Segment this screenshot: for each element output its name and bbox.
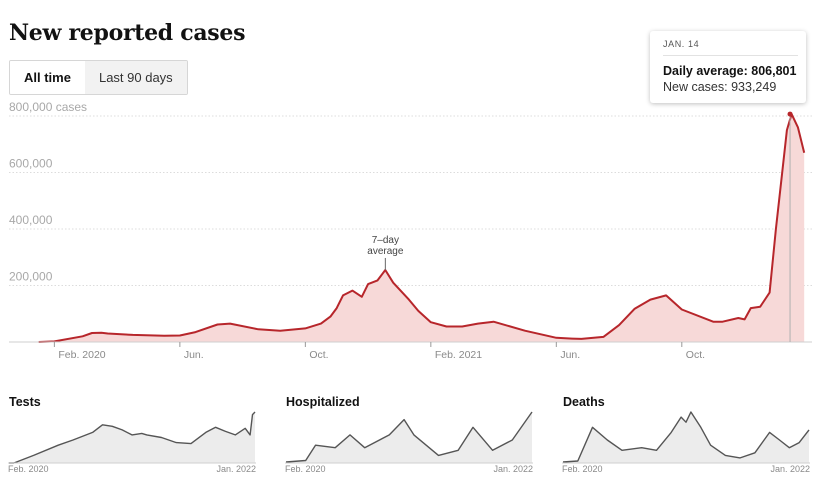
tooltip-daily-average: Daily average: 806,801: [663, 64, 798, 78]
tooltip-new-cases: New cases: 933,249: [663, 80, 798, 94]
range-toggle: All time Last 90 days: [9, 60, 188, 95]
mini-start-label: Feb. 2020: [562, 464, 603, 474]
mini-area: [9, 412, 255, 463]
x-tick-label: Feb. 2021: [435, 349, 482, 361]
mini-end-label: Jan. 2022: [216, 464, 256, 474]
tooltip-daily-average-value: 806,801: [751, 64, 797, 78]
tests-title: Tests: [9, 395, 41, 409]
tests-mini-chart[interactable]: Feb. 2020 Jan. 2022: [8, 408, 260, 478]
tooltip-new-cases-label: New cases:: [663, 80, 728, 94]
last-90-days-button[interactable]: Last 90 days: [84, 61, 187, 94]
deaths-mini-chart[interactable]: Feb. 2020 Jan. 2022: [562, 408, 814, 478]
y-tick-label: 200,000: [9, 270, 53, 284]
hover-point: [787, 111, 793, 117]
y-tick-label: 800,000 cases: [9, 100, 87, 114]
x-tick-label: Oct.: [686, 349, 705, 361]
cases-line: [38, 113, 806, 343]
tooltip: JAN. 14 Daily average: 806,801 New cases…: [650, 31, 806, 103]
y-tick-label: 400,000: [9, 213, 53, 227]
mini-line: [9, 411, 256, 464]
annotation-line1: 7–day: [372, 235, 399, 246]
x-tick-label: Jun.: [184, 349, 204, 361]
tooltip-daily-average-label: Daily average:: [663, 64, 748, 78]
mini-line: [562, 411, 810, 463]
main-cases-chart[interactable]: 200,000 400,000 600,000 800,000 cases Feb. 2…: [0, 100, 817, 370]
x-tick-label: Jun.: [560, 349, 580, 361]
mini-start-label: Feb. 2020: [285, 464, 326, 474]
deaths-title: Deaths: [563, 395, 605, 409]
mini-end-label: Jan. 2022: [770, 464, 810, 474]
mini-area: [286, 412, 532, 463]
mini-end-label: Jan. 2022: [493, 464, 533, 474]
all-time-button[interactable]: All time: [10, 61, 85, 94]
annotation-line2: average: [367, 246, 404, 257]
tooltip-new-cases-value: 933,249: [731, 80, 777, 94]
cases-area: [38, 114, 805, 342]
hospitalized-mini-chart[interactable]: Feb. 2020 Jan. 2022: [285, 408, 537, 478]
x-tick-label: Feb. 2020: [58, 349, 105, 361]
x-tick-label: Oct.: [309, 349, 328, 361]
hospitalized-title: Hospitalized: [286, 395, 360, 409]
mini-start-label: Feb. 2020: [8, 464, 49, 474]
mini-line: [285, 411, 533, 463]
y-tick-label: 600,000: [9, 157, 53, 171]
page-title: New reported cases: [9, 20, 246, 46]
tooltip-date: JAN. 14: [663, 39, 798, 56]
mini-area: [563, 412, 809, 463]
